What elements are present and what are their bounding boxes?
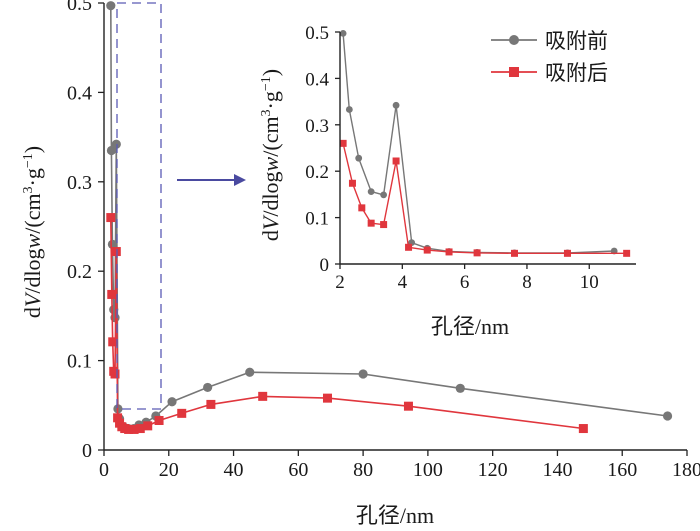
main-data-point-after: [206, 399, 216, 409]
main-y-tick-label: 0.3: [67, 172, 92, 194]
inset-y-tick-label: 0.1: [305, 209, 329, 230]
main-x-axis-title: 孔径/nm: [356, 503, 434, 528]
main-data-point-after: [143, 421, 153, 431]
inset-y-tick-label: 0.3: [305, 116, 329, 137]
main-data-point-before: [111, 139, 121, 149]
main-x-tick-label: 60: [288, 459, 308, 481]
inset-y-tick-label: 0.2: [305, 162, 329, 183]
main-data-point-before: [245, 367, 255, 377]
main-data-point-after: [135, 424, 145, 434]
inset-ticks: 2 4 6 8 10 0 0.1 0.2 0.3 0.4 0.5: [305, 23, 599, 293]
inset-data-point-before: [392, 101, 400, 109]
inset-y-tick-label: 0.5: [305, 23, 329, 44]
main-data-point-before: [662, 411, 673, 421]
legend-item-after: 吸附后: [491, 61, 608, 85]
main-data-point-after: [154, 415, 164, 425]
inset-data-point-before: [345, 106, 353, 113]
main-x-tick-label: 180: [672, 459, 700, 481]
legend-item-before: 吸附前: [491, 29, 608, 53]
main-data-point-after: [107, 289, 117, 299]
inset-data-point-after: [623, 249, 631, 257]
inset-data-point-before: [367, 188, 375, 196]
inset-plot: 2 4 6 8 10 0 0.1 0.2 0.3 0.4 0.5 孔径/nm dV/dlogw/(c…: [258, 23, 636, 339]
inset-x-tick-label: 8: [522, 272, 532, 293]
main-y-tick-label: 0.5: [67, 0, 92, 15]
legend-label-after: 吸附后: [545, 61, 608, 85]
inset-data-point-after: [367, 219, 375, 227]
main-x-tick-label: 160: [607, 459, 637, 481]
inset-x-tick-label: 10: [580, 272, 599, 293]
main-y-tick-label: 0.4: [67, 82, 92, 104]
main-data-point-before: [203, 382, 213, 393]
main-data-point-after: [113, 413, 123, 423]
main-data-point-after: [129, 424, 139, 434]
legend-marker-before: [509, 35, 519, 45]
main-data-point-before: [107, 239, 118, 249]
inset-y-tick-label: 0: [320, 255, 330, 276]
main-data-point-after: [322, 393, 332, 403]
main-x-tick-label: 100: [413, 459, 443, 481]
inset-y-axis-title: dV/dlogw/(cm3·g−1): [258, 69, 283, 241]
main-x-tick-label: 120: [478, 459, 508, 481]
main-data-point-before: [358, 369, 368, 379]
main-data-point-after: [108, 337, 118, 347]
main-data-point-after: [110, 369, 120, 379]
inset-x-axis-title: 孔径/nm: [431, 314, 509, 339]
inset-data-point-before: [355, 154, 363, 162]
zoom-region-box: [116, 2, 162, 410]
main-y-tick-label: 0: [82, 440, 92, 462]
inset-data-point-before: [380, 191, 388, 199]
main-x-tick-label: 140: [542, 459, 572, 481]
legend-marker-after: [509, 67, 519, 77]
inset-data-point-after: [358, 204, 366, 212]
main-y-axis-title: dV/dlogw/(cm3·g−1): [20, 146, 45, 318]
legend: 吸附前 吸附后: [491, 29, 608, 85]
inset-series-layer: [339, 29, 631, 257]
main-y-tick-label: 0.1: [67, 351, 92, 373]
main-series-layer: [106, 1, 673, 434]
main-data-point-after: [258, 391, 268, 401]
main-plot: 0 20 40 60 80 100 120 140 160 18000.10.20.30.40.5…: [20, 0, 700, 528]
main-data-point-after: [106, 213, 116, 223]
inset-data-point-before: [339, 29, 347, 37]
inset-data-point-after: [380, 221, 388, 229]
main-data-point-after: [177, 408, 187, 418]
inset-data-point-after: [392, 157, 400, 165]
inset-x-tick-label: 4: [398, 272, 408, 293]
main-data-point-after: [124, 424, 134, 434]
main-x-tick-label: 80: [353, 459, 373, 481]
inset-series-line-after: [342, 143, 627, 255]
inset-data-point-after: [510, 249, 518, 257]
inset-x-tick-label: 6: [460, 272, 470, 293]
legend-label-before: 吸附前: [545, 29, 608, 53]
main-data-point-before: [106, 1, 116, 11]
inset-data-point-after: [405, 243, 413, 251]
main-data-point-after: [111, 247, 121, 257]
main-data-point-after: [403, 401, 413, 411]
inset-x-tick-label: 2: [335, 272, 345, 293]
inset-data-point-after: [445, 248, 453, 256]
inset-data-point-after: [339, 139, 347, 147]
inset-y-tick-label: 0.4: [305, 69, 329, 90]
inset-data-point-after: [423, 246, 431, 254]
inset-data-point-after: [348, 179, 356, 187]
main-x-tick-label: 20: [159, 459, 179, 481]
main-data-point-after: [578, 424, 588, 434]
main-x-tick-label: 40: [224, 459, 244, 481]
main-data-point-before: [455, 383, 465, 393]
main-y-tick-label: 0.2: [67, 261, 92, 283]
main-x-tick-label: 0: [99, 459, 109, 481]
inset-data-point-after: [473, 249, 481, 257]
main-data-point-before: [106, 145, 117, 156]
main-data-point-before: [167, 397, 177, 407]
inset-data-point-after: [563, 249, 571, 257]
